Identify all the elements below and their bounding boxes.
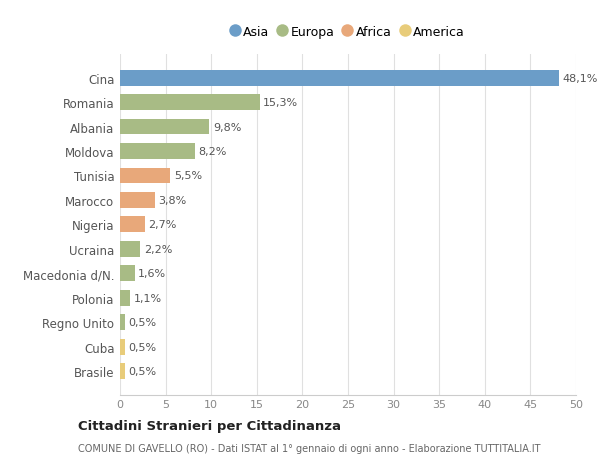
Bar <box>120 71 559 86</box>
Text: 8,2%: 8,2% <box>199 147 227 157</box>
Text: 5,5%: 5,5% <box>174 171 202 181</box>
Text: 0,5%: 0,5% <box>128 318 157 328</box>
Bar <box>120 119 209 135</box>
Text: 15,3%: 15,3% <box>263 98 298 108</box>
Bar <box>120 95 260 111</box>
Text: 2,2%: 2,2% <box>144 244 172 254</box>
Text: 48,1%: 48,1% <box>562 73 598 84</box>
Text: 0,5%: 0,5% <box>128 366 157 376</box>
Bar <box>120 241 140 257</box>
Bar <box>120 364 125 379</box>
Bar <box>120 144 195 160</box>
Text: 0,5%: 0,5% <box>128 342 157 352</box>
Bar <box>120 339 125 355</box>
Bar <box>120 168 170 184</box>
Bar <box>120 266 134 282</box>
Text: 2,7%: 2,7% <box>148 220 176 230</box>
Text: Cittadini Stranieri per Cittadinanza: Cittadini Stranieri per Cittadinanza <box>78 419 341 432</box>
Bar <box>120 193 155 208</box>
Text: 3,8%: 3,8% <box>158 196 187 206</box>
Bar <box>120 314 125 330</box>
Bar <box>120 290 130 306</box>
Text: 9,8%: 9,8% <box>213 122 241 132</box>
Text: COMUNE DI GAVELLO (RO) - Dati ISTAT al 1° gennaio di ogni anno - Elaborazione TU: COMUNE DI GAVELLO (RO) - Dati ISTAT al 1… <box>78 443 541 453</box>
Legend: Asia, Europa, Africa, America: Asia, Europa, Africa, America <box>227 21 469 44</box>
Bar <box>120 217 145 233</box>
Text: 1,1%: 1,1% <box>134 293 162 303</box>
Text: 1,6%: 1,6% <box>138 269 166 279</box>
